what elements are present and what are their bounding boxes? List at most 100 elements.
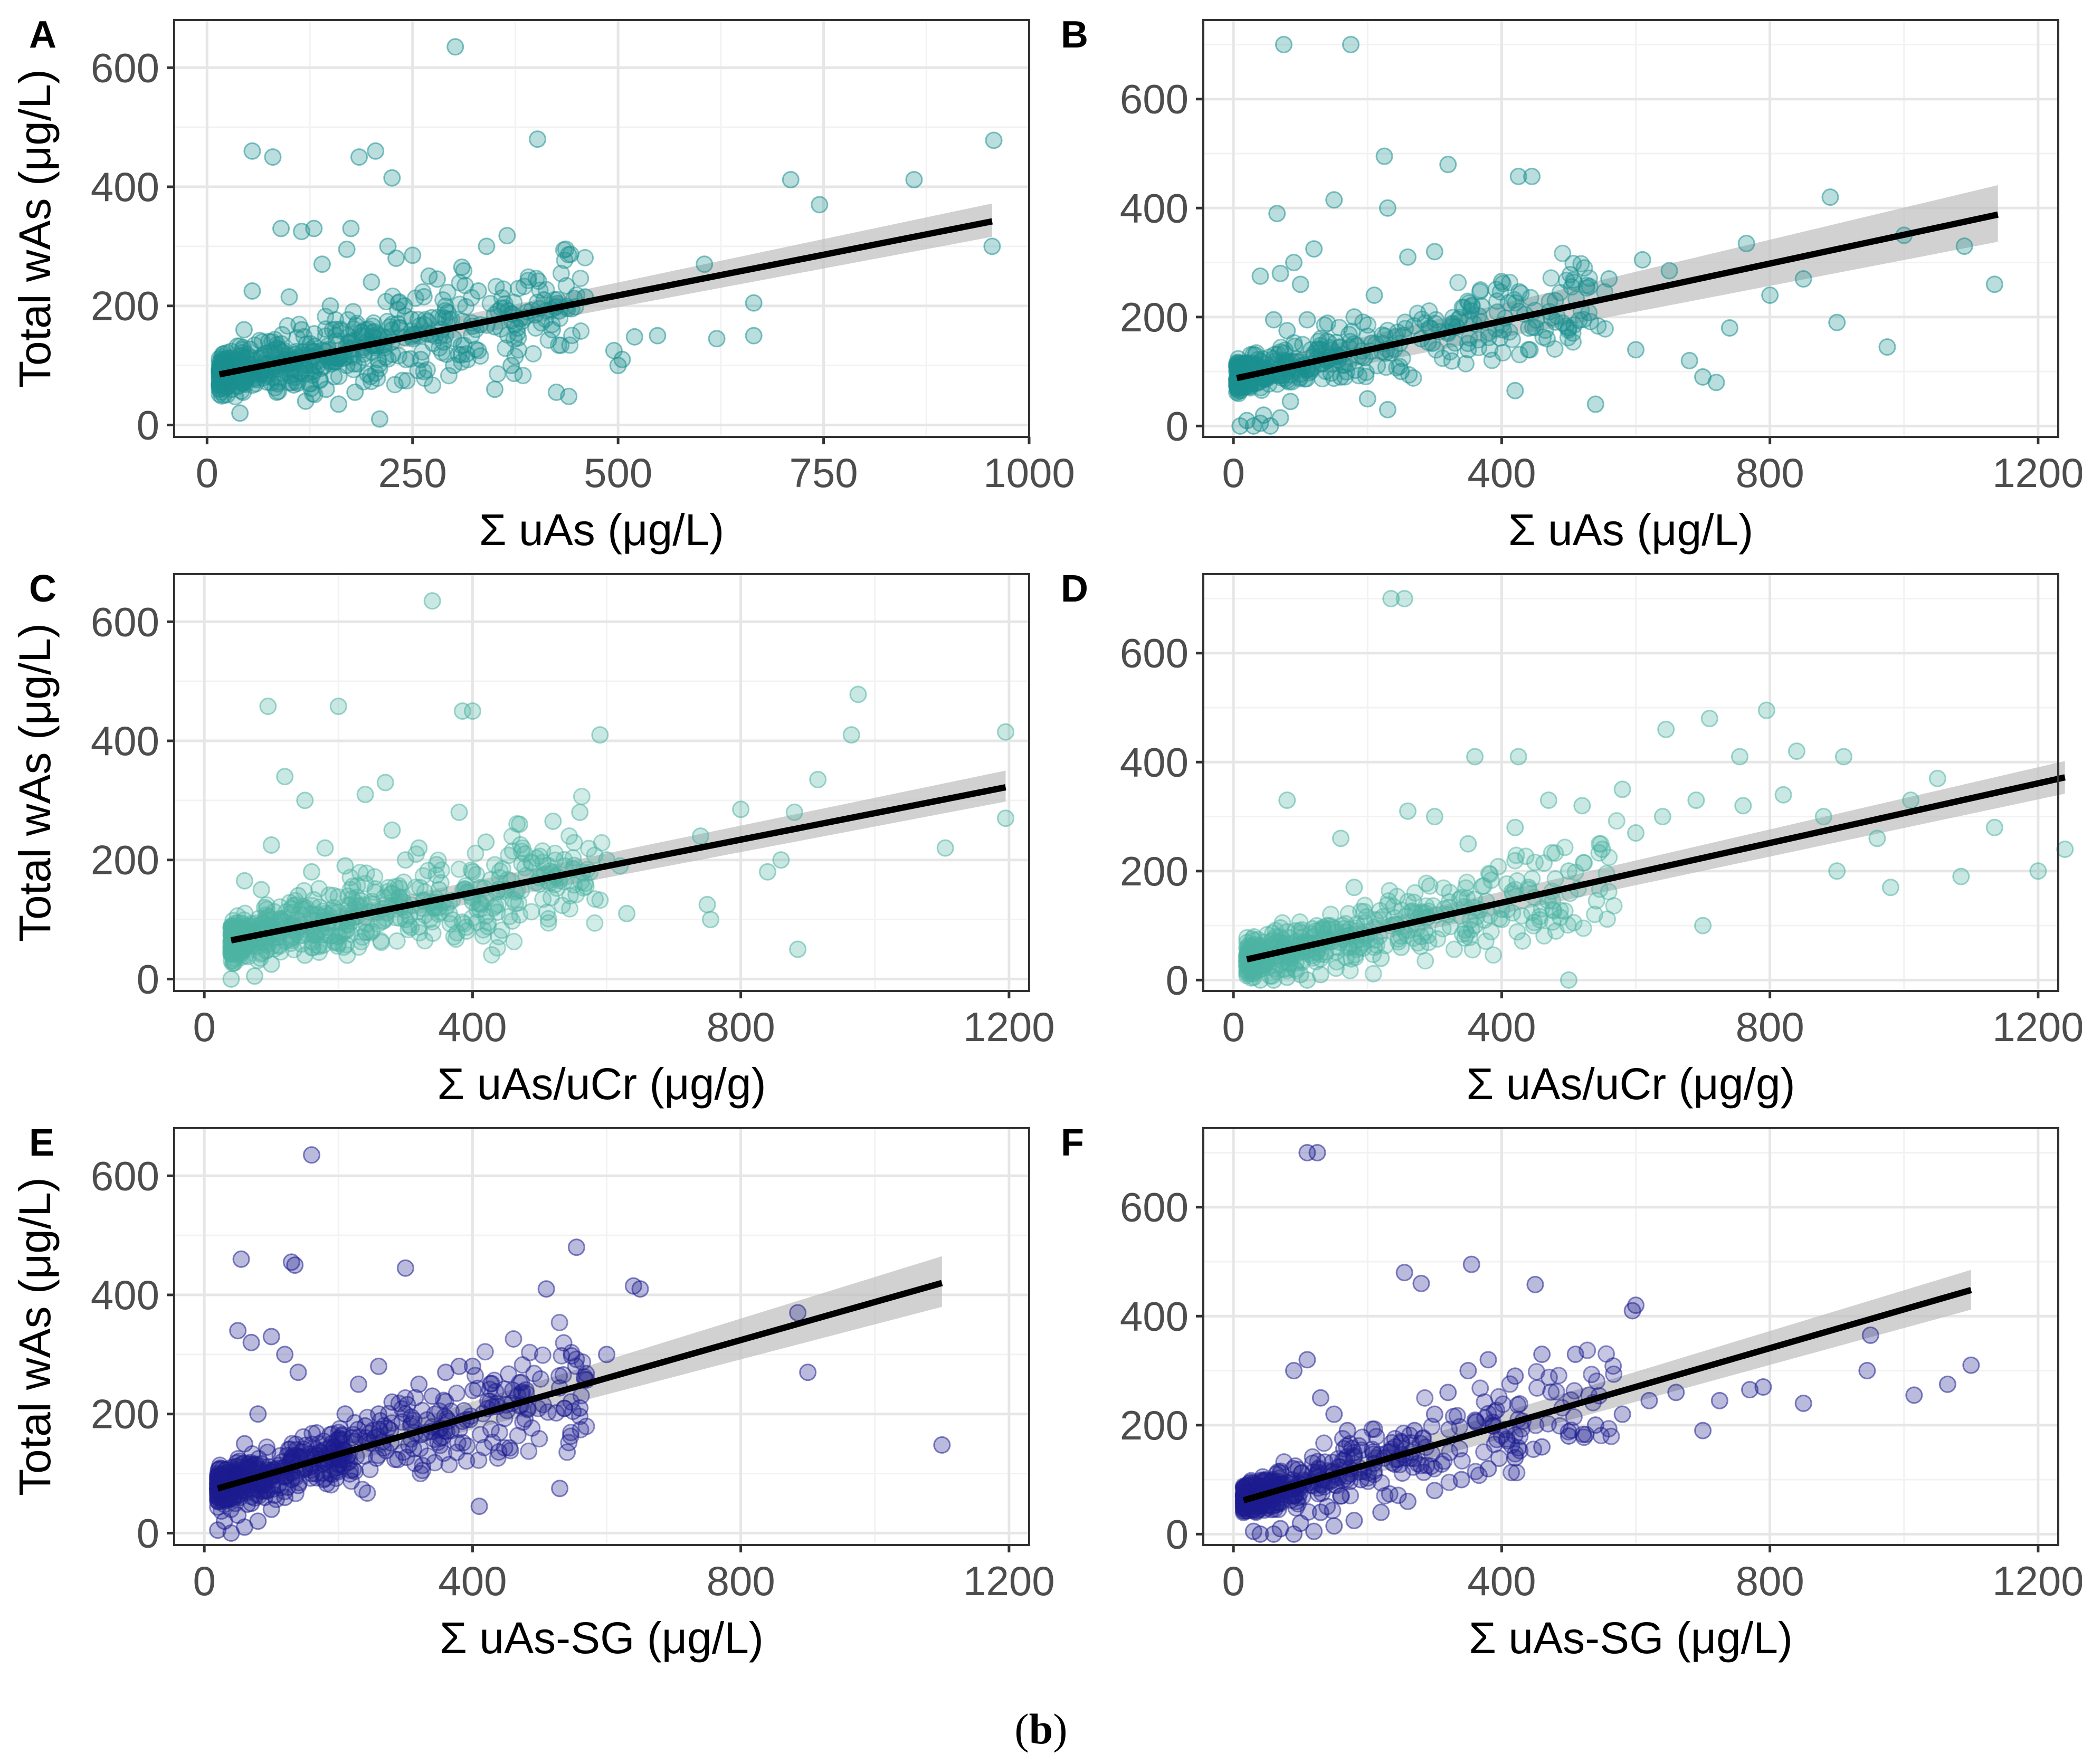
data-point (537, 1280, 555, 1298)
data-point (509, 329, 527, 347)
data-point (1821, 188, 1839, 206)
panel-letter: C (29, 568, 56, 610)
data-point (1694, 368, 1712, 386)
data-point (789, 940, 807, 958)
data-point (527, 270, 545, 288)
data-point (1311, 1503, 1329, 1521)
data-point (591, 726, 609, 744)
data-point (231, 337, 249, 355)
data-point (1834, 748, 1852, 766)
data-point (1955, 237, 1973, 255)
data-point (437, 1363, 455, 1381)
data-point (563, 327, 581, 345)
data-point (276, 768, 294, 786)
panel-b: 0 400 800 1200 0 200 400 600 B Σ uAs (μg/L) (1061, 14, 2082, 555)
data-point (1985, 818, 2003, 836)
data-point (558, 1443, 576, 1461)
data-point (586, 890, 604, 908)
y-tick-label: 200 (91, 837, 159, 883)
data-point (789, 1304, 807, 1322)
x-axis-title: Σ uAs (μg/L) (1508, 505, 1753, 555)
data-point (1613, 780, 1631, 798)
y-tick-label: 0 (137, 1510, 159, 1556)
data-point (496, 295, 514, 313)
y-tick-label: 600 (91, 1152, 159, 1199)
data-point (849, 685, 867, 703)
data-point (1479, 1351, 1497, 1369)
data-point (1453, 1452, 1471, 1470)
data-point (370, 1357, 388, 1375)
data-point (1549, 1367, 1567, 1385)
data-point (414, 283, 432, 301)
x-tick-label: 800 (707, 1004, 775, 1050)
y-tick-label: 600 (91, 598, 159, 645)
data-point (1332, 829, 1349, 847)
data-point (329, 698, 347, 716)
data-point (649, 327, 667, 345)
data-point (1318, 917, 1336, 935)
data-point (572, 270, 590, 288)
data-point (560, 827, 578, 845)
data-point (1358, 327, 1376, 345)
data-point (1928, 769, 1946, 787)
data-point (758, 863, 776, 881)
data-point (249, 1512, 267, 1530)
data-point (354, 1481, 372, 1499)
data-point (233, 375, 251, 393)
data-point (1275, 35, 1292, 53)
data-point (453, 258, 471, 276)
data-point (1271, 409, 1289, 427)
data-point (317, 308, 335, 326)
x-tick-label: 250 (378, 450, 447, 496)
data-point (1304, 1448, 1322, 1466)
data-point (1547, 1383, 1565, 1401)
data-point (235, 872, 253, 890)
data-point (1952, 867, 1970, 885)
data-point (555, 1334, 573, 1352)
data-point (1687, 792, 1705, 809)
data-point (258, 1438, 275, 1456)
data-point (1533, 1346, 1551, 1363)
data-point (1623, 1302, 1641, 1320)
panel-border (173, 19, 1030, 438)
data-point (396, 1405, 414, 1423)
data-point (1238, 1477, 1256, 1495)
data-point (1500, 323, 1518, 341)
x-tick-label: 500 (584, 450, 652, 496)
data-point (1434, 879, 1452, 897)
data-point (342, 220, 360, 237)
data-point (436, 310, 454, 328)
data-point (1425, 808, 1443, 826)
data-point (510, 815, 528, 833)
data-point (232, 1250, 250, 1268)
data-point (242, 1333, 260, 1351)
data-point (453, 702, 471, 720)
panel-letter: A (29, 14, 56, 56)
x-tick-label: 1200 (1992, 1558, 2082, 1604)
data-point (745, 327, 763, 345)
data-point (1506, 1367, 1524, 1385)
figure-caption: (b) (0, 1704, 2082, 1754)
data-point (343, 1429, 361, 1447)
data-point (1627, 341, 1645, 359)
data-point (1311, 966, 1329, 984)
data-point (1560, 971, 1577, 989)
data-point (1412, 1274, 1430, 1292)
data-point (1285, 254, 1303, 272)
data-point (1451, 890, 1469, 908)
data-point (475, 1438, 493, 1456)
data-point (1289, 1495, 1307, 1513)
data-point (292, 321, 310, 339)
data-point (1244, 968, 1262, 986)
data-point (1329, 1450, 1347, 1468)
data-point (1472, 297, 1490, 315)
data-point (424, 335, 442, 352)
data-point (350, 148, 368, 166)
data-point (1734, 797, 1752, 815)
data-point (1416, 952, 1434, 970)
data-point (272, 220, 290, 237)
data-point (534, 1346, 552, 1364)
data-point (1425, 243, 1443, 261)
data-point (1395, 1264, 1413, 1282)
y-tick-label: 600 (1120, 76, 1189, 122)
